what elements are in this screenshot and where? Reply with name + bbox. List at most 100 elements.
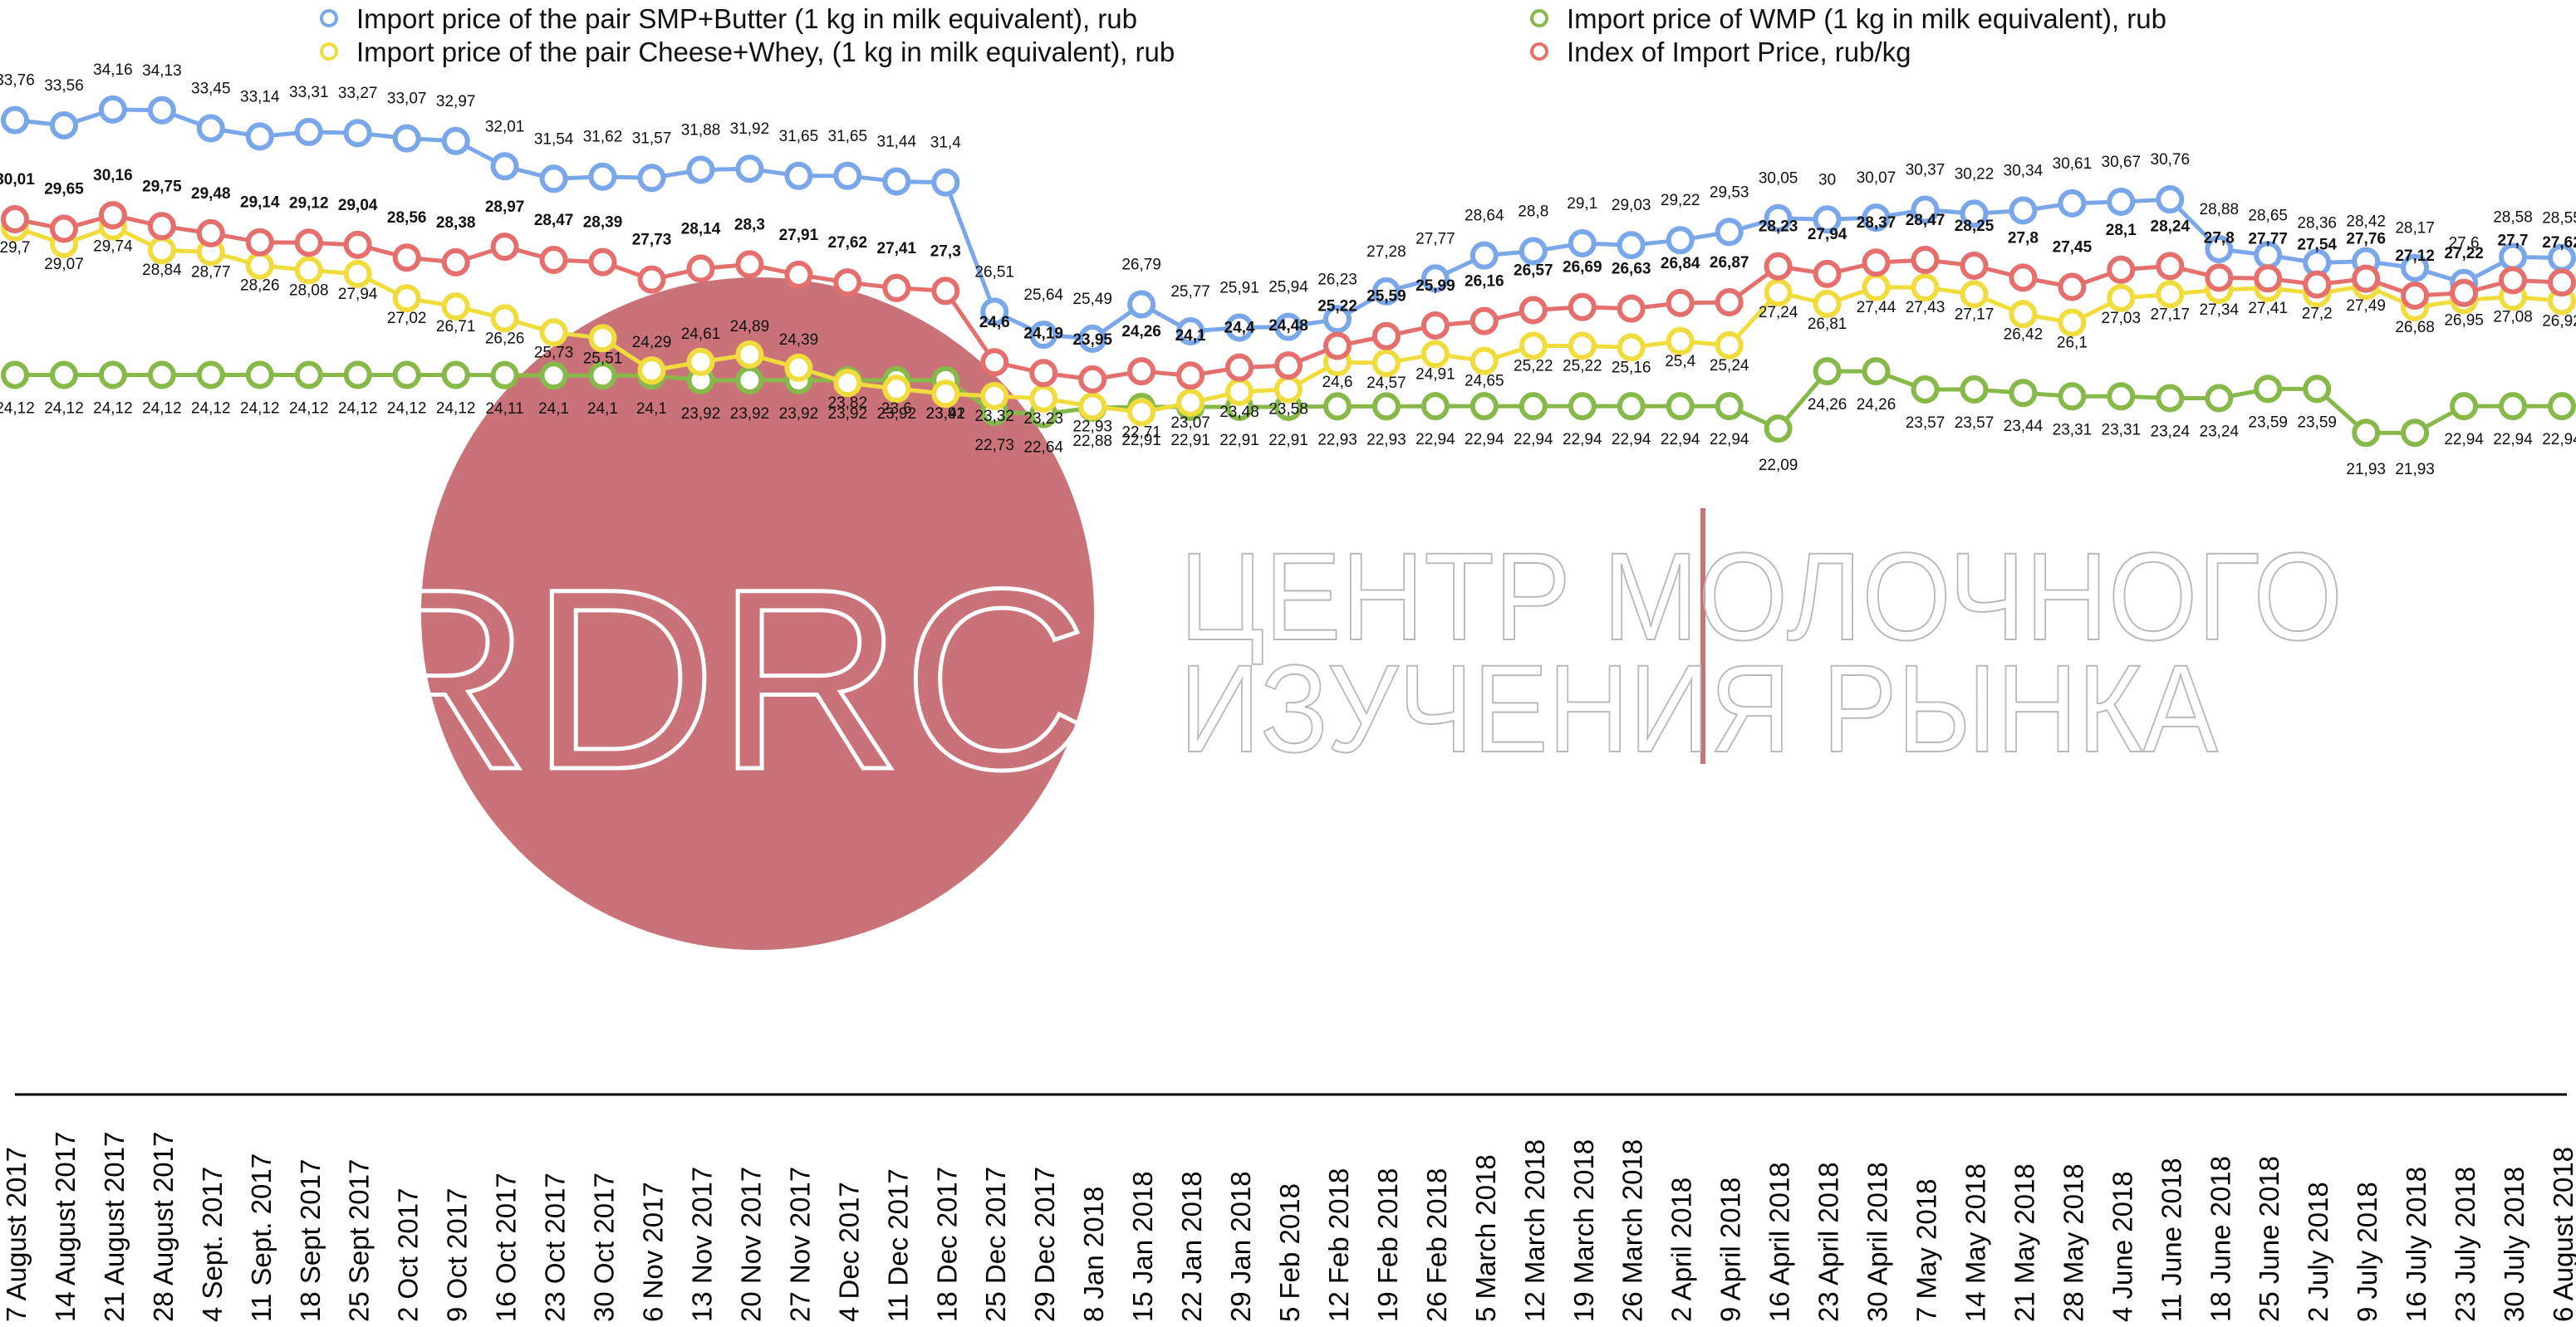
data-point-cheese_whey xyxy=(245,251,274,280)
data-label-smp_butter: 30,76 xyxy=(2151,151,2191,169)
data-label-index: 30,01 xyxy=(0,171,35,189)
data-label-wmp: 24,12 xyxy=(240,400,280,418)
data-label-wmp: 23,24 xyxy=(2151,424,2191,441)
data-point-smp_butter xyxy=(833,161,862,190)
data-label-smp_butter: 33,14 xyxy=(240,88,280,105)
data-point-index xyxy=(1813,259,1842,288)
data-label-cheese_whey: 27,17 xyxy=(1955,306,1995,323)
data-label-smp_butter: 31,44 xyxy=(877,134,917,151)
data-label-cheese_whey: 28,08 xyxy=(289,282,329,299)
data-label-cheese_whey: 27,08 xyxy=(2493,308,2533,326)
data-label-smp_butter: 26,51 xyxy=(974,263,1014,281)
data-point-wmp xyxy=(539,361,568,390)
data-point-wmp xyxy=(2009,379,2038,408)
x-tick-label: 11 Sept. 2017 xyxy=(246,1153,277,1322)
data-label-wmp: 22,73 xyxy=(974,437,1014,454)
data-label-smp_butter: 30,61 xyxy=(2053,155,2093,173)
data-label-wmp: 23,31 xyxy=(2053,421,2093,438)
data-label-cheese_whey: 23,82 xyxy=(828,394,868,412)
data-label-wmp: 22,94 xyxy=(2444,431,2484,448)
data-point-cheese_whey xyxy=(1715,331,1744,360)
data-label-smp_butter: 33,31 xyxy=(289,84,329,101)
data-label-wmp: 22,64 xyxy=(1023,439,1063,457)
x-tick-label: 2 Oct 2017 xyxy=(393,1188,424,1322)
data-point-smp_butter xyxy=(2205,235,2234,263)
data-point-cheese_whey xyxy=(1862,272,1891,301)
data-label-smp_butter: 31,54 xyxy=(534,130,574,148)
data-point-index xyxy=(1225,353,1254,382)
data-point-smp_butter xyxy=(1715,218,1744,247)
data-label-cheese_whey: 27,94 xyxy=(338,286,378,303)
data-point-cheese_whey xyxy=(637,356,666,385)
data-point-index xyxy=(1274,351,1303,380)
data-label-cheese_whey: 23,32 xyxy=(974,408,1014,425)
data-label-smp_butter: 29,1 xyxy=(1567,195,1597,213)
data-point-index xyxy=(1911,246,1940,274)
data-label-smp_butter: 27,6 xyxy=(2449,235,2480,252)
data-label-index: 26,16 xyxy=(1465,273,1504,291)
x-tick-label: 7 May 2018 xyxy=(1911,1179,1942,1322)
data-point-smp_butter xyxy=(1911,195,1940,224)
data-point-wmp xyxy=(2499,392,2527,421)
data-point-smp_butter xyxy=(392,124,421,153)
data-point-wmp xyxy=(441,360,470,389)
data-point-wmp xyxy=(294,360,323,389)
data-point-wmp xyxy=(1371,392,1401,421)
data-point-index xyxy=(1470,306,1499,335)
data-point-cheese_whey xyxy=(1274,375,1303,404)
data-label-smp_butter: 26,23 xyxy=(1317,271,1357,288)
data-label-smp_butter: 28,8 xyxy=(1518,203,1548,221)
data-point-index xyxy=(686,254,715,283)
data-label-cheese_whey: 26,81 xyxy=(1808,316,1847,333)
x-tick-label: 22 Jan 2018 xyxy=(1176,1171,1207,1322)
data-label-cheese_whey: 26,92 xyxy=(2542,312,2576,330)
data-point-index xyxy=(98,201,127,230)
data-label-wmp: 22,91 xyxy=(1170,432,1210,449)
data-label-wmp: 24,12 xyxy=(142,400,182,418)
data-point-cheese_whey xyxy=(1519,331,1548,360)
x-tick-label: 18 Dec 2017 xyxy=(931,1167,962,1322)
data-label-smp_butter: 30,34 xyxy=(2004,163,2044,180)
data-label-index: 28,23 xyxy=(1759,218,1798,236)
data-point-wmp xyxy=(50,360,78,389)
data-point-cheese_whey xyxy=(1127,398,1156,427)
data-point-wmp xyxy=(1960,375,1989,404)
data-point-smp_butter xyxy=(931,168,960,197)
data-point-smp_butter xyxy=(1617,231,1646,260)
data-point-wmp xyxy=(392,360,421,389)
data-point-cheese_whey xyxy=(2156,280,2185,309)
data-point-cheese_whey xyxy=(1666,326,1695,355)
data-point-index xyxy=(1960,252,1989,280)
data-point-wmp xyxy=(1,360,29,389)
data-label-wmp: 22,91 xyxy=(1219,432,1259,449)
data-point-index xyxy=(1666,288,1695,317)
data-label-smp_butter: 27,77 xyxy=(1416,230,1455,247)
data-point-cheese_whey xyxy=(735,340,764,369)
x-tick-label: 8 Jan 2018 xyxy=(1078,1187,1109,1322)
data-point-smp_butter xyxy=(1078,324,1107,353)
data-label-smp_butter: 33,45 xyxy=(191,81,231,98)
data-label-wmp: 23,57 xyxy=(1906,414,1945,432)
data-point-wmp xyxy=(343,360,372,389)
data-point-wmp xyxy=(1323,392,1352,421)
data-point-wmp xyxy=(588,361,617,390)
data-point-smp_butter xyxy=(784,161,813,190)
legend-item-smp-butter: Import price of the pair SMP+Butter (1 k… xyxy=(320,3,1137,35)
data-point-smp_butter xyxy=(2401,253,2430,282)
data-point-smp_butter xyxy=(98,95,127,124)
data-label-wmp: 24,12 xyxy=(44,400,84,418)
data-label-cheese_whey: 27,17 xyxy=(2151,306,2191,323)
data-label-wmp: 22,93 xyxy=(1367,431,1406,448)
data-label-wmp: 24,1 xyxy=(538,400,569,418)
data-point-smp_butter xyxy=(2058,189,2087,218)
data-point-cheese_whey xyxy=(539,318,568,347)
data-label-cheese_whey: 22,93 xyxy=(1072,418,1112,435)
data-label-wmp: 22,91 xyxy=(1121,432,1161,449)
data-label-smp_butter: 30,07 xyxy=(1857,169,1896,187)
data-label-cheese_whey: 26,1 xyxy=(2057,335,2088,352)
x-tick-label: 26 March 2018 xyxy=(1617,1139,1648,1322)
data-point-index xyxy=(2499,266,2527,295)
data-point-cheese_whey xyxy=(1470,346,1499,375)
data-label-smp_butter: 28,65 xyxy=(2248,207,2288,224)
